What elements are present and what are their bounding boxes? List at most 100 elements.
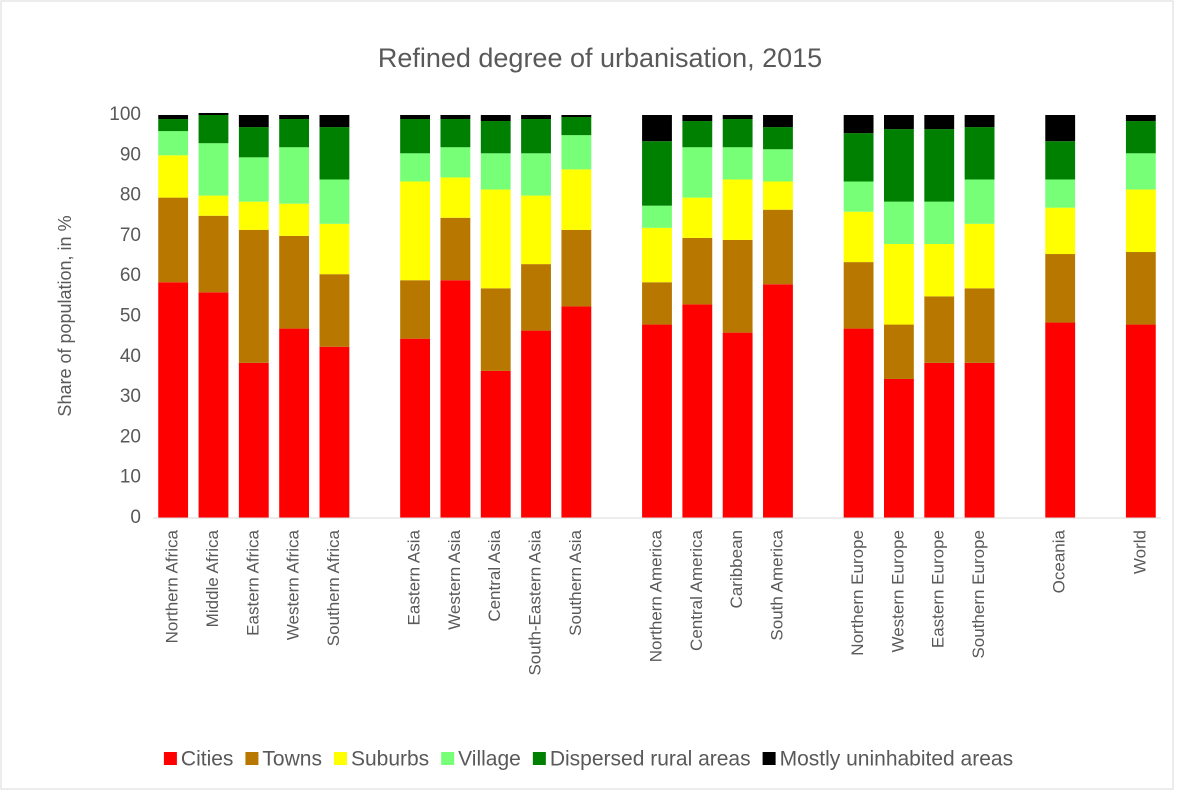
- x-tick-label: Southern Europe: [969, 530, 988, 659]
- bar-segment: [561, 306, 592, 518]
- bar-segment: [924, 362, 955, 518]
- bar-segment: [964, 288, 995, 363]
- bar-segment: [1045, 207, 1076, 255]
- bar-segment: [682, 197, 713, 238]
- bar-segment: [642, 227, 672, 283]
- bar-segment: [279, 147, 310, 204]
- bar-segment: [521, 153, 551, 196]
- x-tick-label: Western Africa: [284, 529, 303, 640]
- bar-segment: [642, 205, 672, 228]
- x-tick-label: Northern Africa: [163, 529, 182, 643]
- y-tick-label: 70: [120, 225, 141, 246]
- bar-segment: [884, 243, 914, 325]
- legend-swatch: [762, 752, 776, 765]
- bar-segment: [924, 296, 955, 363]
- legend-swatch: [163, 752, 177, 765]
- bar-segment: [1125, 115, 1156, 122]
- chart-title: Refined degree of urbanisation, 2015: [378, 43, 822, 73]
- x-tick-label: Northern Europe: [848, 530, 867, 656]
- y-tick-label: 0: [130, 507, 141, 528]
- bar-segment: [763, 284, 793, 518]
- x-tick-label: Western Europe: [888, 530, 907, 653]
- bar-segment: [843, 181, 874, 212]
- bar-segment: [722, 239, 753, 333]
- bar-segment: [198, 195, 229, 216]
- bar-segment: [521, 330, 551, 518]
- bar-segment: [722, 119, 753, 148]
- bar-segment: [319, 346, 350, 518]
- bar-segment: [238, 362, 269, 518]
- bar-segment: [884, 115, 914, 130]
- bar-segment: [238, 229, 269, 363]
- bar-segment: [279, 119, 310, 148]
- legend-label: Mostly uninhabited areas: [780, 748, 1013, 771]
- bar-segment: [763, 149, 793, 182]
- bar-segment: [924, 201, 955, 244]
- bar-segment: [158, 197, 189, 283]
- bar-segment: [279, 203, 310, 236]
- bar-segment: [682, 115, 713, 122]
- bar-segment: [682, 304, 713, 518]
- bar-segment: [319, 274, 350, 347]
- bar-segment: [561, 169, 592, 230]
- y-tick-label: 30: [120, 386, 141, 407]
- bar-segment: [924, 129, 955, 202]
- bar-segment: [238, 201, 269, 230]
- y-tick-label: 10: [120, 467, 141, 488]
- bar-segment: [1125, 252, 1156, 325]
- bar-segment: [964, 115, 995, 128]
- bar-segment: [158, 282, 189, 518]
- legend-swatch: [245, 752, 259, 765]
- bar-segment: [279, 328, 310, 518]
- bar-segment: [561, 229, 592, 307]
- x-tick-label: Central America: [687, 529, 706, 650]
- bar-segment: [480, 189, 511, 289]
- y-tick-label: 60: [120, 265, 141, 286]
- bar-segment: [158, 155, 189, 198]
- bar-segment: [1125, 324, 1156, 518]
- bar-segment: [722, 147, 753, 180]
- bar-segment: [843, 115, 874, 134]
- bar-segment: [319, 179, 350, 224]
- bar-segment: [1045, 115, 1076, 142]
- x-tick-label: Southern Asia: [566, 529, 585, 635]
- bar-segment: [158, 119, 189, 132]
- bar-segment: [763, 127, 793, 150]
- bar-segment: [279, 235, 310, 329]
- legend-label: Suburbs: [351, 748, 429, 771]
- bar-segment: [964, 127, 995, 180]
- x-tick-label: Southern Africa: [324, 529, 343, 646]
- bar-segment: [238, 157, 269, 202]
- bar-segment: [440, 177, 471, 218]
- bar-segment: [319, 223, 350, 275]
- x-tick-label: South America: [767, 529, 786, 640]
- bar-segment: [400, 115, 430, 120]
- bar-segment: [642, 282, 672, 325]
- bar-segment: [521, 264, 551, 331]
- bar-segment: [1125, 189, 1156, 253]
- legend-swatch: [532, 752, 546, 765]
- bar-segment: [763, 209, 793, 285]
- bar-segment: [480, 115, 511, 122]
- bar-segment: [279, 115, 310, 120]
- bar-segment: [1045, 179, 1076, 208]
- bar-segment: [440, 115, 471, 120]
- bar-segment: [440, 217, 471, 281]
- bar-segment: [1125, 153, 1156, 190]
- bar-segment: [682, 121, 713, 148]
- bar-segment: [440, 280, 471, 518]
- x-tick-label: World: [1130, 530, 1149, 574]
- bar-segment: [480, 370, 511, 518]
- bar-segment: [521, 115, 551, 120]
- bar-segment: [884, 129, 914, 202]
- bar-segment: [763, 115, 793, 128]
- legend-swatch: [441, 752, 455, 765]
- bar-segment: [198, 292, 229, 518]
- bar-segment: [642, 115, 672, 142]
- bar-segment: [1045, 254, 1076, 323]
- bar-segment: [843, 133, 874, 182]
- legend-label: Cities: [181, 748, 234, 771]
- bar-segment: [158, 131, 189, 156]
- bar-segment: [843, 262, 874, 329]
